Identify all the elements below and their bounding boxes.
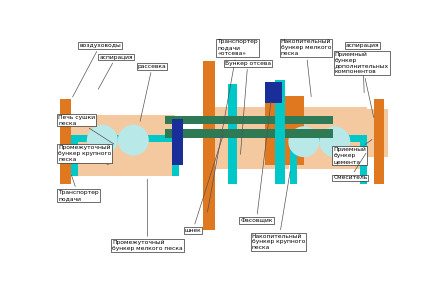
- Text: шнек: шнек: [184, 133, 224, 233]
- Bar: [265, 95, 304, 165]
- Text: Транспортер
подачи: Транспортер подачи: [58, 175, 99, 201]
- Bar: [275, 80, 285, 184]
- Circle shape: [87, 125, 118, 155]
- Bar: [60, 99, 70, 184]
- Text: Фасовщик: Фасовщик: [240, 102, 273, 223]
- Bar: [70, 135, 179, 142]
- Bar: [172, 118, 183, 165]
- Circle shape: [319, 126, 350, 157]
- Bar: [215, 107, 289, 169]
- Bar: [374, 99, 385, 184]
- Circle shape: [288, 126, 319, 157]
- Bar: [290, 135, 297, 184]
- Circle shape: [118, 125, 149, 155]
- Text: Приемный
бункер
цемента: Приемный бункер цемента: [333, 140, 372, 164]
- Bar: [228, 84, 237, 184]
- Text: аспирация: аспирация: [98, 55, 133, 89]
- Bar: [70, 135, 78, 176]
- Text: рассевка: рассевка: [138, 64, 167, 121]
- Text: Транспортер
подачи
«отсева»: Транспортер подачи «отсева»: [207, 40, 258, 212]
- Bar: [70, 115, 175, 165]
- Bar: [290, 135, 367, 142]
- Bar: [290, 107, 367, 169]
- Bar: [367, 109, 388, 157]
- Bar: [215, 129, 289, 138]
- Text: Промежуточный
бункер крупного
песка: Промежуточный бункер крупного песка: [58, 145, 112, 165]
- Bar: [70, 161, 175, 176]
- Text: воздуховоды: воздуховоды: [72, 43, 121, 97]
- Text: Накопительный
бункер крупного
песка: Накопительный бункер крупного песка: [252, 171, 305, 250]
- Bar: [360, 135, 367, 184]
- Bar: [215, 116, 289, 124]
- Text: Приемный
бункер
дополнительных
компонентов: Приемный бункер дополнительных компонент…: [335, 52, 389, 117]
- Bar: [203, 61, 215, 230]
- Bar: [172, 135, 179, 176]
- Bar: [165, 116, 227, 124]
- Bar: [265, 82, 282, 103]
- Text: Бункер отсева: Бункер отсева: [225, 61, 271, 154]
- Text: Смеситель: Смеситель: [333, 153, 368, 180]
- Bar: [248, 129, 333, 138]
- Bar: [165, 129, 227, 138]
- Text: Промежуточный
бункер мелкого песка: Промежуточный бункер мелкого песка: [112, 179, 183, 251]
- Text: Печь сушки
песка: Печь сушки песка: [58, 115, 114, 144]
- Bar: [248, 116, 333, 124]
- Text: Накопительный
бункер мелкого
песка: Накопительный бункер мелкого песка: [280, 40, 331, 97]
- Text: аспирация: аспирация: [345, 43, 379, 93]
